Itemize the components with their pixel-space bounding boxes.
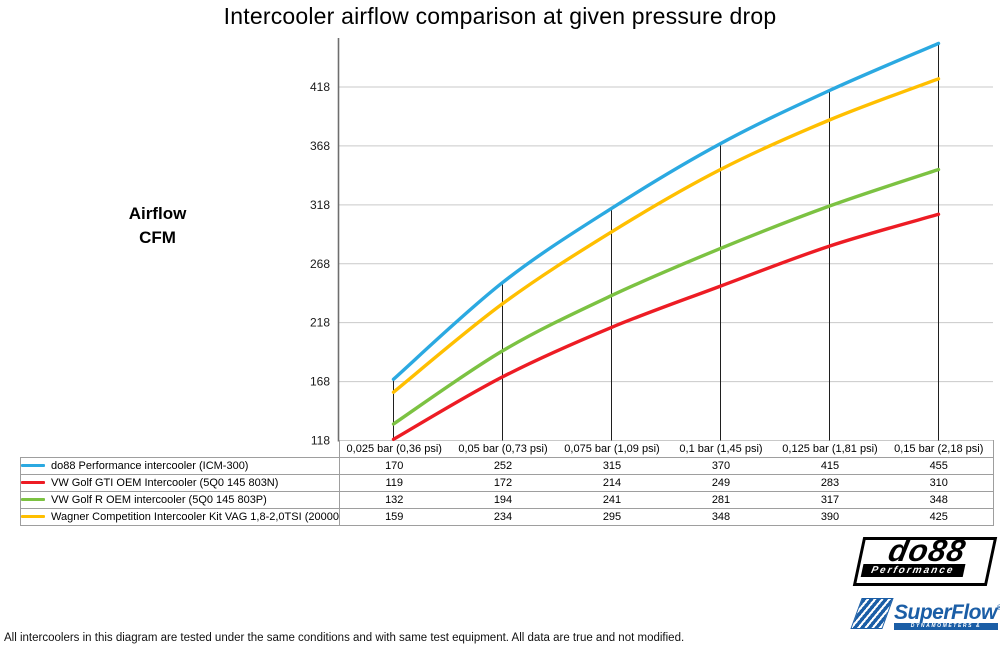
table-row: VW Golf GTI OEM Intercooler (5Q0 145 803… <box>20 474 994 492</box>
footer-note: All intercoolers in this diagram are tes… <box>4 632 685 644</box>
airflow-chart: 118 168 218 268 318 368 418 <box>310 38 993 448</box>
y-tick-label: 218 <box>310 316 330 330</box>
value-cell: 249 <box>666 474 776 492</box>
registered-mark-icon: ® <box>997 605 1000 612</box>
table-corner-cell <box>21 440 340 458</box>
page-title: Intercooler airflow comparison at given … <box>223 3 777 29</box>
x-category-header: 0,025 bar (0,36 psi) <box>339 440 449 458</box>
table-row: VW Golf R OEM intercooler (5Q0 145 803P)… <box>20 491 994 509</box>
y-axis-label-line2: CFM <box>139 228 176 247</box>
value-cell: 214 <box>557 474 667 492</box>
value-cell: 119 <box>339 474 449 492</box>
legend-cell: do88 Performance intercooler (ICM-300) <box>20 457 340 475</box>
y-tick-label: 168 <box>310 375 330 389</box>
series-swatch-icon <box>21 464 45 467</box>
series-name: do88 Performance intercooler (ICM-300) <box>51 460 249 472</box>
series-name: VW Golf GTI OEM Intercooler (5Q0 145 803… <box>51 477 279 489</box>
legend-cell: Wagner Competition Intercooler Kit VAG 1… <box>20 508 340 526</box>
series-swatch-icon <box>21 498 45 501</box>
value-cell: 348 <box>884 491 994 509</box>
value-cell: 455 <box>884 457 994 475</box>
series-line-3 <box>391 77 941 394</box>
value-cell: 415 <box>775 457 885 475</box>
y-tick-label: 368 <box>310 139 330 153</box>
legend-cell: VW Golf GTI OEM Intercooler (5Q0 145 803… <box>20 474 340 492</box>
value-cell: 317 <box>775 491 885 509</box>
value-cell: 283 <box>775 474 885 492</box>
do88-logo-text: do88 <box>885 533 970 568</box>
x-axis-header-row: 0,025 bar (0,36 psi) 0,05 bar (0,73 psi) 0… <box>21 440 994 458</box>
table-row: do88 Performance intercooler (ICM-300) 17… <box>20 457 994 475</box>
x-category-header: 0,15 bar (2,18 psi) <box>884 440 994 458</box>
do88-logo-sub: Performance <box>860 564 966 577</box>
value-cell: 234 <box>448 508 558 526</box>
value-cell: 132 <box>339 491 449 509</box>
value-cell: 170 <box>339 457 449 475</box>
value-cell: 252 <box>448 457 558 475</box>
superflow-logo-text: SuperFlow® <box>894 598 1000 623</box>
legend-cell: VW Golf R OEM intercooler (5Q0 145 803P) <box>20 491 340 509</box>
value-cell: 390 <box>775 508 885 526</box>
value-cell: 241 <box>557 491 667 509</box>
value-cell: 315 <box>557 457 667 475</box>
x-category-header: 0,1 bar (1,45 psi) <box>666 440 776 458</box>
y-tick-label: 118 <box>311 434 330 448</box>
value-cell: 159 <box>339 508 449 526</box>
superflow-logo: SuperFlow® DYNAMOMETERS & FLOWBENCHES <box>849 598 1000 636</box>
do88-logo: do88 Performance <box>852 533 998 586</box>
series-line-1 <box>391 212 941 442</box>
value-cell: 172 <box>448 474 558 492</box>
series-swatch-icon <box>21 515 45 518</box>
value-cell: 295 <box>557 508 667 526</box>
value-cell: 370 <box>666 457 776 475</box>
value-cell: 425 <box>884 508 994 526</box>
y-axis-label: Airflow CFM <box>95 202 220 250</box>
x-category-header: 0,05 bar (0,73 psi) <box>448 440 558 458</box>
y-axis-label-line1: Airflow <box>128 204 187 223</box>
y-tick-label: 268 <box>310 257 330 271</box>
superflow-waves-icon <box>850 598 894 629</box>
y-tick-label: 318 <box>310 198 330 212</box>
series-line-0 <box>391 41 941 381</box>
series-name: VW Golf R OEM intercooler (5Q0 145 803P) <box>51 494 267 506</box>
series-line-2 <box>391 167 941 426</box>
table-row: Wagner Competition Intercooler Kit VAG 1… <box>20 508 994 526</box>
value-cell: 310 <box>884 474 994 492</box>
x-category-header: 0,125 bar (1,81 psi) <box>775 440 885 458</box>
value-cell: 281 <box>666 491 776 509</box>
x-category-header: 0,075 bar (1,09 psi) <box>557 440 667 458</box>
series-swatch-icon <box>21 481 45 484</box>
series-name: Wagner Competition Intercooler Kit VAG 1… <box>51 511 340 523</box>
value-cell: 348 <box>666 508 776 526</box>
value-cell: 194 <box>448 491 558 509</box>
y-tick-label: 418 <box>310 80 330 94</box>
data-table: 0,025 bar (0,36 psi) 0,05 bar (0,73 psi) 0… <box>20 440 994 526</box>
superflow-logo-sub: DYNAMOMETERS & FLOWBENCHES <box>894 623 998 636</box>
